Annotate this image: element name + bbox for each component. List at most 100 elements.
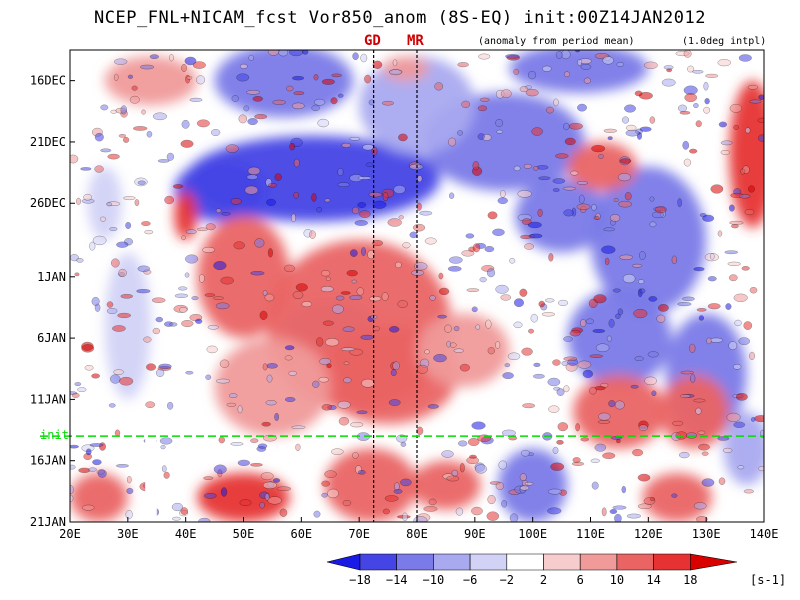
texture-cell	[704, 98, 710, 105]
texture-cell	[143, 336, 152, 343]
texture-cell	[257, 443, 268, 449]
texture-cell	[513, 165, 521, 172]
texture-cell	[500, 294, 512, 301]
texture-cell	[501, 429, 516, 437]
texture-cell	[453, 325, 460, 332]
texture-cell	[437, 314, 447, 319]
texture-cell	[141, 109, 146, 115]
texture-cell	[74, 382, 82, 387]
texture-cell	[701, 478, 715, 487]
texture-cell	[117, 312, 131, 319]
texture-cell	[387, 218, 402, 227]
texture-cell	[577, 103, 587, 112]
texture-cell	[446, 340, 451, 348]
texture-cell	[371, 146, 378, 156]
texture-cell	[580, 437, 589, 442]
texture-cell	[309, 230, 316, 239]
texture-cell	[475, 324, 481, 330]
texture-cell	[191, 296, 199, 301]
texture-cell	[107, 153, 120, 160]
texture-cell	[284, 355, 293, 361]
texture-cell	[531, 127, 543, 136]
texture-cell	[614, 400, 625, 410]
texture-cell	[595, 343, 610, 353]
texture-cell	[609, 509, 618, 514]
texture-cell	[557, 422, 569, 432]
texture-cell	[140, 64, 155, 70]
texture-cell	[507, 352, 521, 361]
texture-cell	[548, 405, 560, 413]
anomaly-blob-26	[659, 374, 730, 449]
texture-cell	[577, 360, 592, 369]
texture-cell	[622, 273, 636, 284]
texture-cell	[461, 250, 475, 257]
texture-cell	[637, 503, 652, 510]
texture-cell	[448, 256, 463, 264]
texture-cell	[732, 364, 742, 370]
x-tick-label: 20E	[59, 527, 81, 541]
colorbar-label: 10	[610, 573, 624, 587]
texture-cell	[654, 206, 667, 214]
texture-cell	[357, 470, 366, 475]
texture-cell	[369, 296, 382, 302]
texture-cell	[608, 400, 616, 408]
texture-cell	[612, 505, 627, 510]
texture-cell	[368, 99, 375, 106]
texture-cell	[455, 507, 464, 516]
texture-cell	[466, 288, 480, 292]
texture-cell	[521, 347, 533, 356]
texture-cell	[485, 319, 492, 329]
colorbar-label: −14	[386, 573, 408, 587]
texture-cell	[331, 304, 344, 314]
texture-cell	[728, 274, 738, 282]
texture-cell	[356, 287, 365, 296]
texture-cell	[213, 464, 227, 474]
texture-cell	[141, 221, 151, 226]
texture-cell	[525, 88, 539, 97]
texture-cell	[266, 363, 278, 369]
texture-cell	[226, 402, 237, 407]
colorbar-swatch-9	[653, 553, 691, 571]
texture-cell	[169, 54, 174, 62]
texture-cell	[196, 75, 206, 85]
texture-cell	[603, 128, 617, 133]
colorbar-label: −2	[500, 573, 514, 587]
texture-cell	[94, 165, 104, 173]
texture-cell	[749, 99, 762, 104]
texture-cell	[70, 154, 79, 164]
texture-cell	[739, 194, 751, 199]
texture-cell	[728, 204, 735, 212]
texture-cell	[207, 324, 219, 330]
texture-cell	[471, 306, 478, 313]
texture-cell	[274, 412, 279, 421]
texture-cell	[114, 58, 128, 65]
texture-cell	[180, 139, 194, 148]
x-tick-label: 40E	[175, 527, 197, 541]
texture-cell	[717, 230, 723, 237]
texture-cell	[729, 220, 744, 225]
texture-cell	[747, 84, 758, 90]
texture-cell	[419, 210, 433, 216]
texture-cell	[381, 100, 394, 106]
texture-cell	[259, 501, 265, 509]
texture-cell	[85, 448, 92, 456]
texture-cell	[585, 318, 594, 325]
texture-cell	[100, 148, 112, 153]
texture-cell	[702, 214, 715, 222]
texture-cell	[649, 116, 656, 124]
y-tick-label: 6JAN	[37, 331, 66, 345]
texture-cell	[495, 284, 509, 294]
texture-cell	[337, 93, 344, 98]
texture-cell	[524, 243, 534, 250]
texture-cell	[78, 467, 91, 473]
texture-cell	[748, 185, 755, 193]
plot-axes: 20E 30E 40E 50E 60E 70E 80E 90E 100E 110E 120E 130E…	[30, 49, 778, 541]
texture-cell	[690, 374, 696, 383]
texture-cell	[125, 509, 133, 520]
texture-cell	[591, 204, 597, 211]
texture-cell	[382, 192, 389, 202]
colorbar-label: 14	[646, 573, 660, 587]
texture-cell	[644, 376, 657, 386]
texture-cell	[621, 116, 630, 124]
texture-cell	[466, 456, 479, 465]
